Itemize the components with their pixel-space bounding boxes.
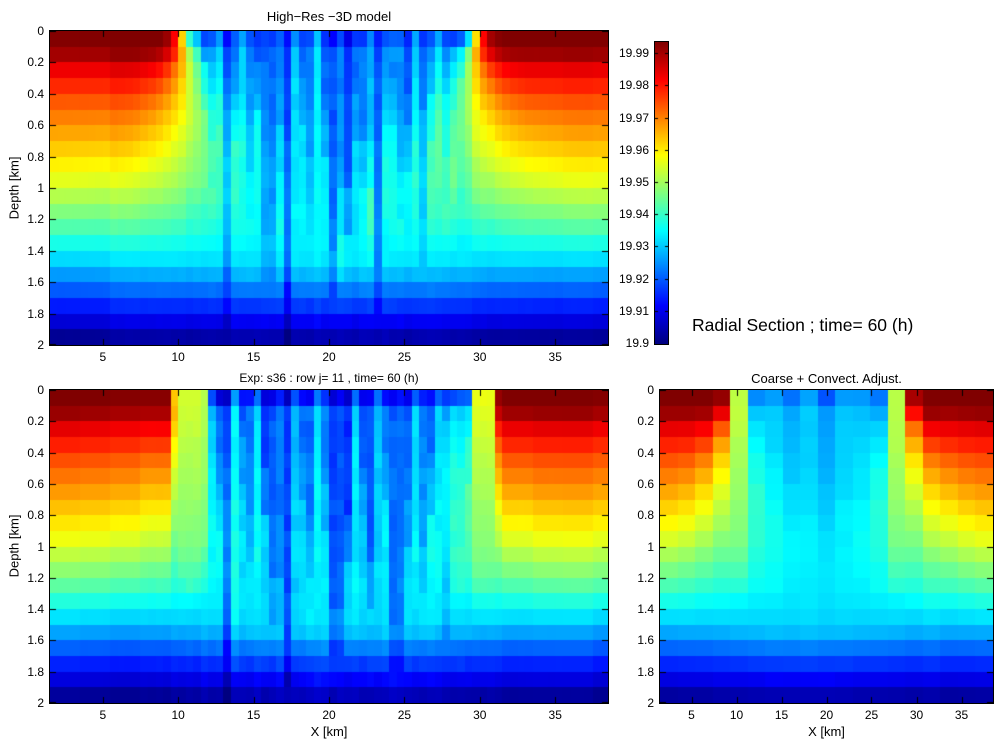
x-axis-label-bottom-left: X [km] — [310, 724, 348, 739]
y-tick-label: 1.6 — [27, 275, 44, 290]
x-tick-label: 10 — [171, 708, 185, 722]
x-tick-label: 10 — [729, 708, 744, 722]
y-tick-label: 1.2 — [27, 570, 44, 585]
x-tick-label: 30 — [909, 708, 924, 722]
y-tick-label: 0.8 — [27, 149, 44, 164]
colorbar — [654, 41, 669, 345]
panel-title-exp: Exp: s36 : row j= 11 , time= 60 (h) — [239, 371, 419, 385]
x-tick-label: 5 — [688, 708, 695, 722]
colorbar-tick-label: 19.97 — [618, 110, 649, 125]
panel-title-high-res: High−Res −3D model — [266, 9, 392, 24]
x-tick-label: 35 — [548, 350, 562, 364]
x-tick-label: 25 — [864, 708, 879, 722]
panel-title-coarse: Coarse + Convect. Adjust. — [751, 371, 902, 386]
x-tick-label: 35 — [548, 708, 562, 722]
x-tick-label: 20 — [819, 708, 834, 722]
x-tick-label: 25 — [397, 708, 412, 722]
colorbar-tick-label: 19.94 — [618, 207, 649, 222]
y-tick-label: 0 — [37, 24, 44, 38]
y-tick-label: 0.4 — [27, 86, 44, 101]
y-tick-label: 0.4 — [637, 445, 654, 460]
x-tick-label: 35 — [954, 708, 969, 722]
y-tick-label: 0.6 — [27, 476, 44, 491]
y-tick-label: 1.2 — [27, 212, 44, 227]
x-tick-label: 10 — [171, 350, 185, 364]
y-tick-label: 0.8 — [27, 508, 44, 523]
y-tick-label: 0.8 — [637, 508, 654, 523]
y-tick-label: 0.2 — [27, 414, 44, 429]
annotation-radial-section: Radial Section ; time= 60 (h) — [692, 315, 914, 335]
x-tick-label: 20 — [322, 350, 336, 364]
y-tick-label: 1.8 — [27, 664, 44, 679]
y-tick-label: 0 — [37, 383, 44, 397]
x-tick-label: 15 — [774, 708, 789, 722]
y-tick-label: 1.4 — [637, 602, 654, 617]
y-tick-label: 1.6 — [637, 633, 654, 648]
x-tick-label: 25 — [397, 350, 412, 364]
x-tick-label: 30 — [473, 350, 487, 364]
colorbar-canvas — [655, 42, 668, 344]
y-tick-label: 1 — [647, 539, 654, 554]
y-tick-label: 0.6 — [27, 118, 44, 133]
y-tick-label: 1 — [37, 181, 44, 195]
colorbar-tick-label: 19.92 — [618, 271, 649, 286]
y-tick-label: 1.6 — [27, 633, 44, 648]
x-tick-label: 5 — [99, 708, 107, 722]
y-tick-label: 0 — [647, 383, 654, 397]
heatmap-canvas-high-res — [50, 31, 608, 345]
y-tick-label: 1.2 — [637, 570, 654, 585]
heatmap-canvas-coarse — [660, 390, 993, 703]
y-tick-label: 2 — [37, 696, 44, 710]
colorbar-tick-label: 19.95 — [618, 175, 649, 190]
colorbar-tick-label: 19.98 — [618, 78, 649, 93]
colorbar-tick-label: 19.96 — [618, 142, 649, 157]
y-tick-label: 0.2 — [637, 414, 654, 429]
y-tick-label: 1.4 — [27, 602, 44, 617]
y-tick-label: 0.4 — [27, 445, 44, 460]
x-tick-label: 30 — [473, 708, 487, 722]
colorbar-tick-label: 19.93 — [618, 239, 649, 254]
y-tick-label: 1.8 — [27, 306, 44, 321]
y-tick-label: 0.2 — [27, 55, 44, 70]
y-tick-label: 1.4 — [27, 243, 44, 258]
heatmap-canvas-exp — [50, 390, 608, 703]
y-tick-label: 1 — [37, 539, 44, 554]
x-tick-label: 20 — [322, 708, 336, 722]
x-tick-label: 15 — [246, 708, 261, 722]
heatmap-panel-high-res — [49, 30, 609, 346]
y-tick-label: 2 — [37, 338, 44, 352]
colorbar-tick-label: 19.91 — [618, 303, 649, 318]
heatmap-panel-coarse — [659, 389, 994, 704]
y-tick-label: 1.8 — [637, 664, 654, 679]
x-tick-label: 15 — [246, 350, 261, 364]
heatmap-panel-exp — [49, 389, 609, 704]
colorbar-tick-label: 19.9 — [625, 336, 649, 350]
colorbar-tick-label: 19.99 — [618, 46, 649, 61]
y-tick-label: 0.6 — [637, 476, 654, 491]
x-axis-label-bottom-right: X [km] — [808, 724, 845, 739]
y-tick-label: 2 — [647, 696, 654, 710]
x-tick-label: 5 — [99, 350, 107, 364]
